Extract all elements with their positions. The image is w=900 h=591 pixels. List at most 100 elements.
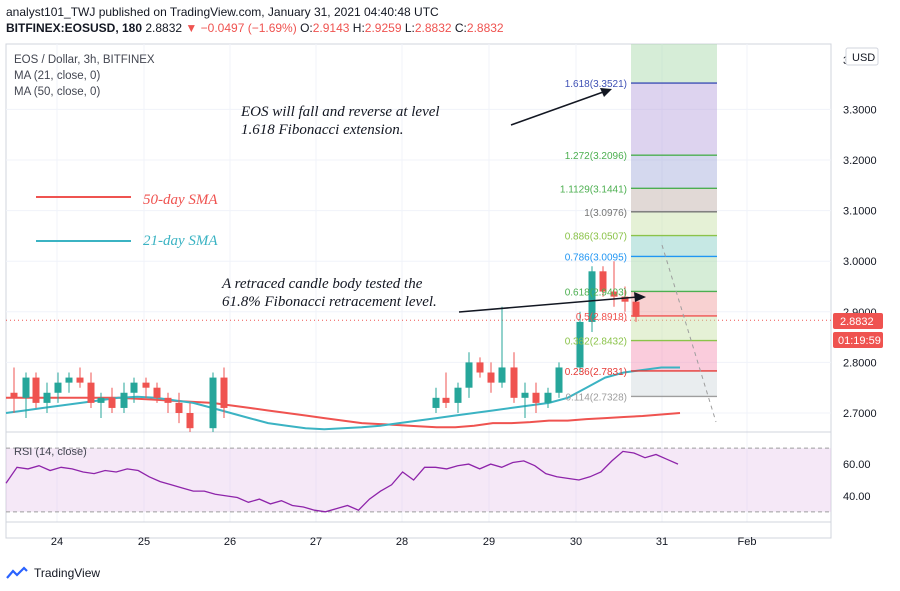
last-price-tag	[833, 313, 883, 329]
annotation-arrows	[458, 88, 646, 313]
fib-level-label: 1.618(3.3521)	[565, 79, 627, 90]
annotation-1-line-2: 1.618 Fibonacci extension.	[241, 122, 404, 138]
candle-body	[621, 296, 629, 302]
candle-body	[610, 291, 618, 297]
fib-level-label: 0.114(2.7328)	[565, 392, 627, 403]
candle-body	[220, 377, 228, 408]
fib-band	[631, 44, 717, 84]
symbol: BITFINEX:EOSUSD, 180	[6, 21, 143, 35]
chart-legend: EOS / Dollar, 3h, BITFINEX MA (21, close…	[14, 52, 155, 100]
annotation-2-line-2: 61.8% Fibonacci retracement level.	[222, 294, 437, 310]
candle-body	[54, 382, 62, 393]
candle-body	[432, 397, 440, 408]
annotation-2-line-1: A retraced candle body tested the	[222, 276, 423, 292]
current-price: 2.8832	[145, 21, 183, 35]
candle-body	[87, 382, 95, 403]
time-tick-label: 31	[656, 536, 668, 548]
fib-band	[631, 155, 717, 189]
price-change: −0.0497 (−1.69%)	[200, 21, 297, 35]
annotation-fib-retracement: A retraced candle body tested the 61.8% …	[222, 275, 437, 311]
rsi-panel: 60.00 40.00 RSI (14, close)	[5, 446, 871, 513]
countdown-tag	[833, 332, 883, 348]
fib-band	[631, 315, 717, 341]
candle-body	[142, 382, 150, 388]
fib-band	[631, 188, 717, 212]
rsi-line	[5, 450, 679, 513]
moving-averages	[5, 196, 681, 431]
time-tick-label: 26	[224, 536, 236, 548]
fib-band	[631, 291, 717, 316]
candle-body	[454, 387, 462, 403]
annotation-fib-extension: EOS will fall and reverse at level 1.618…	[241, 103, 440, 139]
candle-body	[76, 377, 84, 383]
legend-title: EOS / Dollar, 3h, BITFINEX	[14, 54, 155, 66]
price-tick-label: 3.1000	[843, 206, 877, 218]
candle-body	[153, 387, 161, 398]
candle-body	[209, 377, 217, 429]
tradingview-logo-icon	[6, 566, 28, 579]
annotation-1-line-1: EOS will fall and reverse at level	[241, 104, 440, 120]
open-value: 2.9143	[312, 21, 350, 35]
candle-body	[120, 392, 128, 408]
fib-level-label: 1(3.0976)	[584, 208, 627, 219]
rsi-title: RSI (14, close)	[14, 446, 87, 458]
time-tick-label: 29	[483, 536, 495, 548]
close-value: 2.8832	[466, 21, 504, 35]
candle-body	[175, 402, 183, 413]
candle-body	[32, 377, 40, 403]
price-tick-label: 3.3000	[843, 104, 877, 116]
time-tick-label: 27	[310, 536, 322, 548]
candle-body	[632, 301, 640, 317]
fib-band	[631, 340, 717, 371]
legend-ma50: MA (50, close, 0)	[14, 86, 101, 98]
candle-body	[555, 367, 563, 393]
time-tick-label: 30	[570, 536, 582, 548]
symbol-line: BITFINEX:EOSUSD, 180 2.8832 ▼ −0.0497 (−…	[6, 21, 504, 35]
fib-level-label: 1.1129(3.1441)	[560, 184, 627, 195]
candle-body	[164, 397, 172, 403]
fibonacci-labels: 1.618(3.3521) 1.272(3.2096) 1.1129(3.1441)…	[560, 79, 717, 423]
down-arrow-icon: ▼	[185, 21, 198, 35]
candle-body	[22, 377, 30, 398]
footer-brand[interactable]: TradingView	[6, 566, 100, 580]
last-price-text: 2.8832	[840, 316, 874, 328]
time-tick-label: 24	[51, 536, 63, 548]
candle-body	[476, 362, 484, 373]
fib-level-label: 0.236(2.7831)	[565, 367, 627, 378]
countdown-text: 01:19:59	[838, 335, 881, 347]
price-tick-label: 2.7000	[843, 408, 877, 420]
candle-body	[65, 377, 73, 383]
arrow-to-extension	[510, 90, 607, 126]
grid	[6, 44, 831, 522]
arrowhead-extension	[600, 88, 612, 97]
price-tick-label: 3.2000	[843, 155, 877, 167]
fib-level-label: 0.886(3.0507)	[565, 232, 627, 243]
rsi-band	[6, 448, 831, 512]
fib-band	[631, 256, 717, 292]
low-value: 2.8832	[414, 21, 452, 35]
fib-band	[631, 370, 717, 397]
projection-line	[661, 244, 717, 423]
time-axis[interactable]: 24 25 26 27 28 29 30 31 Feb	[6, 521, 831, 548]
price-tick-label: 2.8000	[843, 357, 877, 369]
candle-body	[186, 413, 194, 429]
time-tick-label: Feb	[738, 536, 757, 548]
candle-body	[108, 397, 116, 408]
fib-band	[631, 83, 717, 156]
fibonacci-zone	[631, 44, 717, 397]
fib-level-label: 0.5(2.8918)	[576, 312, 627, 323]
candle-body	[544, 392, 552, 403]
candle-body	[10, 392, 18, 398]
sma21-line	[5, 366, 680, 431]
publisher-line: analyst101_TWJ published on TradingView.…	[6, 5, 439, 19]
fib-level-label: 0.786(3.0095)	[565, 252, 627, 263]
time-tick-label: 28	[396, 536, 408, 548]
currency-label: USD	[852, 52, 875, 64]
candle-body	[510, 367, 518, 398]
sma21-label: 21-day SMA	[143, 233, 218, 249]
candle-body	[576, 321, 584, 368]
price-axis[interactable]: 3.30003.20003.10003.00002.90002.80002.70…	[843, 47, 879, 420]
arrow-to-retracement	[458, 296, 639, 313]
rsi-tick-label: 40.00	[843, 491, 871, 503]
